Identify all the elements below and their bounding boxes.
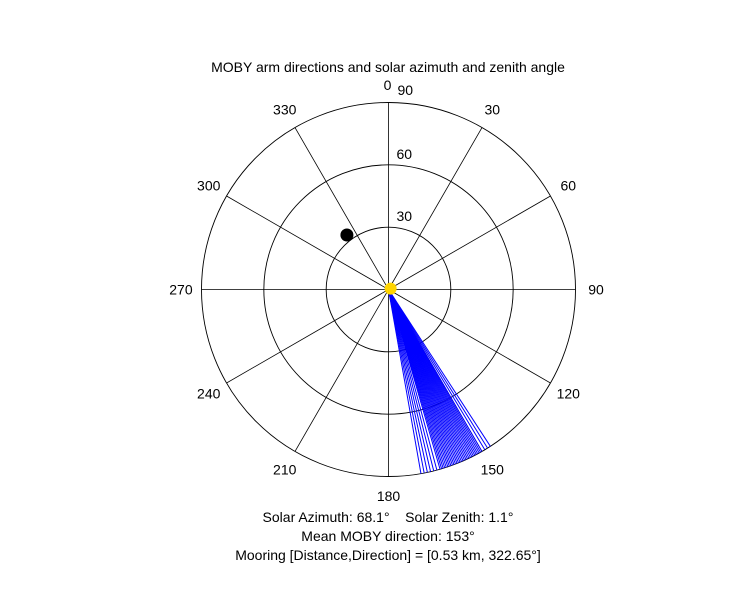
moby-arm-ray [388, 289, 491, 447]
tick-labels: 0 30 60 90 120 150 180 210 240 270 300 330 30 60 90 [169, 77, 604, 504]
grid-spoke [294, 289, 389, 452]
grid-spoke [226, 289, 389, 384]
theta-tick-label: 120 [557, 385, 581, 401]
grid-ring [201, 102, 576, 477]
theta-tick-label: 30 [484, 102, 500, 118]
grid-spoke [294, 127, 389, 290]
r-tick-label: 60 [397, 146, 413, 162]
grid-spoke [388, 127, 483, 290]
theta-tick-label: 210 [273, 461, 297, 477]
moby-arm-ray [388, 289, 438, 471]
moby-arm-ray [388, 289, 435, 472]
r-tick-label: 90 [398, 82, 414, 98]
theta-tick-label: 300 [197, 178, 221, 194]
mooring-info: Mooring [Distance,Direction] = [0.53 km,… [235, 547, 541, 563]
r-tick-label: 30 [397, 208, 413, 224]
moby-arm-ray [388, 289, 486, 451]
chart-title: MOBY arm directions and solar azimuth an… [211, 59, 565, 75]
mean-moby-direction: Mean MOBY direction: 153° [301, 528, 474, 544]
moby-arm-ray [388, 289, 422, 474]
moby-arm-ray [388, 289, 425, 474]
grid-ring [325, 226, 452, 353]
mooring-marker [340, 228, 354, 242]
moby-arm-rays [388, 289, 491, 474]
theta-tick-label: 60 [560, 178, 576, 194]
markers [340, 228, 397, 295]
solar-info: Solar Azimuth: 68.1° Solar Zenith: 1.1° [263, 509, 514, 525]
grid-ring [263, 164, 514, 415]
theta-tick-label: 0 [384, 77, 392, 93]
theta-tick-label: 270 [169, 282, 193, 298]
moby-arm-ray [388, 289, 489, 449]
grid-spoke [388, 195, 551, 290]
theta-tick-label: 240 [197, 385, 221, 401]
theta-tick-label: 150 [481, 461, 505, 477]
grid-spoke [226, 195, 389, 290]
moby-arm-ray [388, 289, 432, 472]
grid-spoke [388, 289, 551, 384]
theta-tick-label: 180 [377, 488, 401, 504]
moby-arm-ray [388, 289, 428, 473]
theta-tick-label: 330 [273, 102, 297, 118]
moby-arm-ray [388, 289, 441, 470]
sun-marker [384, 282, 397, 295]
theta-tick-label: 90 [588, 282, 604, 298]
